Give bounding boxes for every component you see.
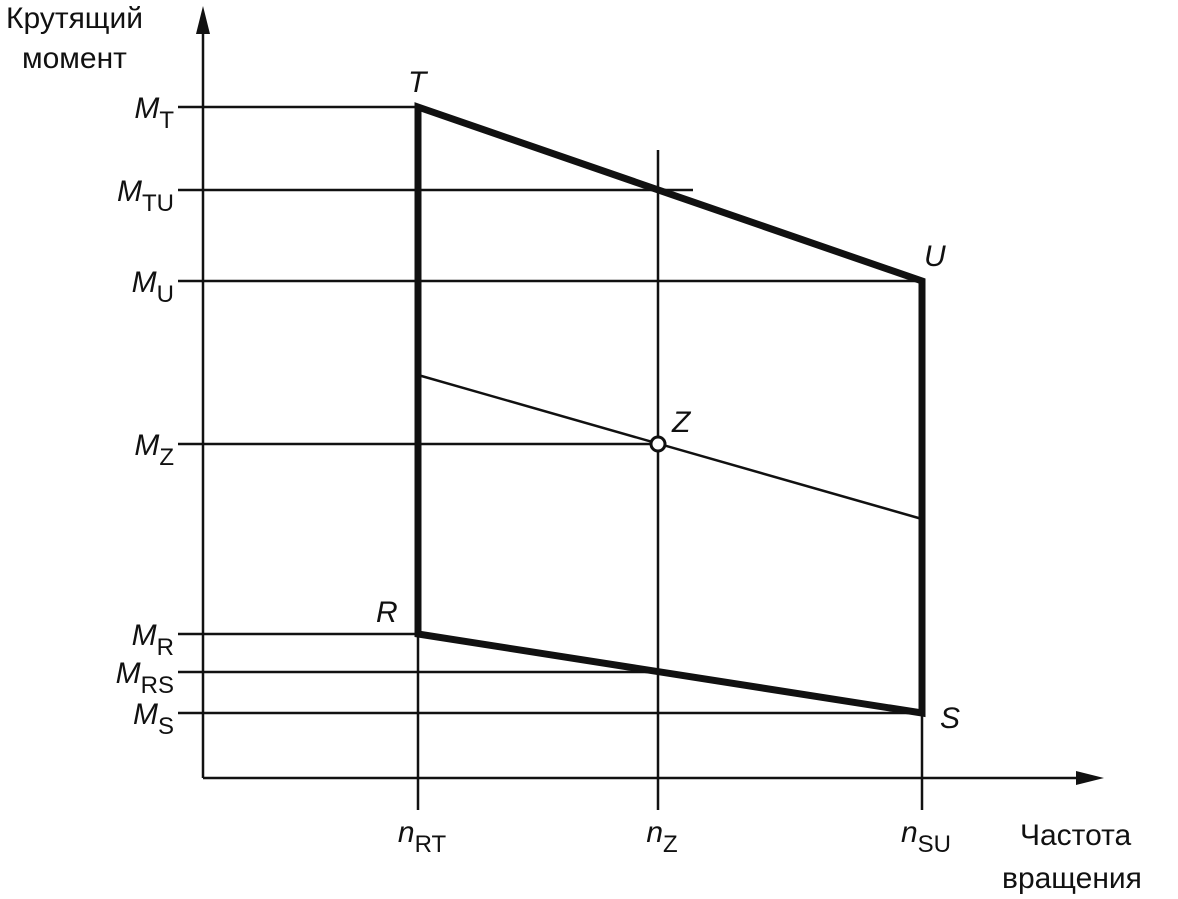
label-main: M xyxy=(134,429,159,462)
axis-label: MR xyxy=(132,619,174,661)
label-main: M xyxy=(117,175,142,208)
y-axis-title: момент xyxy=(22,42,127,75)
axis-label: nSU xyxy=(901,816,951,858)
label-main: M xyxy=(132,266,157,299)
label-sub: S xyxy=(158,713,174,740)
point-label: T xyxy=(408,66,429,99)
label-main: M xyxy=(133,698,158,731)
axis-label: nZ xyxy=(646,816,677,858)
axis-label: MS xyxy=(133,698,174,740)
operating-region xyxy=(414,102,926,718)
label-main: n xyxy=(901,816,918,849)
label-sub: RT xyxy=(415,831,447,858)
point-label: U xyxy=(924,240,946,273)
label-sub: U xyxy=(157,281,174,308)
x-axis-title: вращения xyxy=(1002,862,1142,895)
x-axis-arrow xyxy=(1076,771,1104,785)
axis-label: nRT xyxy=(398,816,447,858)
axis-label: MT xyxy=(134,92,174,134)
label-sub: Z xyxy=(663,831,678,858)
axis-label: MTU xyxy=(117,175,174,217)
point-label: R xyxy=(376,596,398,629)
label-main: M xyxy=(132,619,157,652)
x-axis-title: Частота xyxy=(1020,819,1132,852)
label-sub: Z xyxy=(159,444,174,471)
label-main: M xyxy=(116,657,141,690)
label-sub: R xyxy=(157,634,174,661)
label-sub: T xyxy=(159,107,174,134)
y-axis-title: Крутящий xyxy=(6,2,143,35)
axis-label: MZ xyxy=(134,429,174,471)
point-label: S xyxy=(940,702,960,735)
point-z xyxy=(649,435,667,453)
label-main: M xyxy=(134,92,159,125)
y-axis-arrow xyxy=(196,6,210,34)
label-sub: SU xyxy=(918,831,951,858)
point-label: Z xyxy=(671,406,692,439)
label-main: n xyxy=(646,816,663,849)
label-sub: TU xyxy=(142,190,174,217)
label-main: n xyxy=(398,816,415,849)
label-sub: RS xyxy=(141,672,174,699)
axis-label: MRS xyxy=(116,657,174,699)
z-line xyxy=(417,373,923,521)
axis-label: MU xyxy=(132,266,174,308)
